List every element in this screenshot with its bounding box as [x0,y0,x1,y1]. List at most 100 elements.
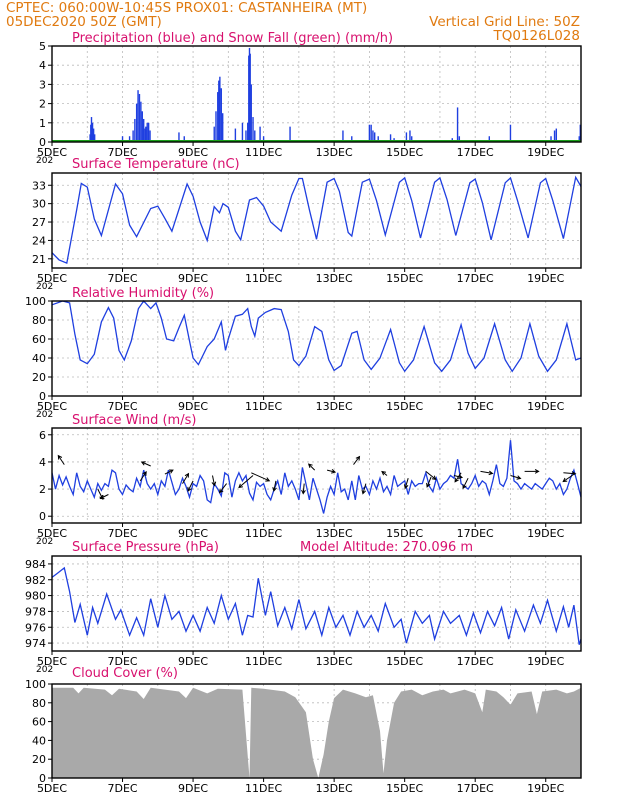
precip-x-tick-label: 19DEC [527,146,564,159]
pressure-y-tick-label: 976 [25,621,46,634]
cloud-cover-x-tick-label: 19DEC [527,782,564,795]
precipitation-bar [488,136,491,142]
temperature-x-tick-label: 11DEC [245,272,282,285]
wind-x-tick-label: 9DEC [178,527,208,540]
precipitation-bar [254,130,256,142]
precipitation-bar [409,130,411,142]
precipitation-bar [553,130,556,142]
precip-frame [51,45,582,143]
precipitation-bar [372,130,374,142]
precipitation-bar [389,134,392,142]
precipitation-bar [141,111,143,142]
wind-direction-arrow [326,469,337,474]
cloud-cover-x-tick-label: 5DEC [37,782,67,795]
wind-direction-arrow [99,494,109,500]
wind-direction-arrow [57,454,65,465]
header-model-code: TQ0126L028 [492,28,580,44]
precipitation-bar [142,118,145,142]
wind-direction-arrow [454,472,462,483]
cloud-cover-area [52,687,581,778]
pressure-y-tick-label: 978 [25,605,46,618]
temperature-y-tick-label: 27 [32,216,46,229]
wind-direction-arrow [510,475,522,480]
wind-direction-arrow [562,475,573,483]
wind-x-tick-label: 17DEC [457,527,494,540]
precipitation-bar [509,124,512,142]
precipitation-bar [405,132,408,142]
wind-direction-arrow [425,471,437,481]
cloud-cover-frame [51,683,582,779]
precipitation-bar [147,122,150,142]
humidity-y-tick-label: 40 [32,352,46,365]
wind-x-tick-label: 19DEC [527,527,564,540]
pressure-title: Surface Pressure (hPa) [72,540,219,555]
temperature-line [51,175,582,264]
precipitation-bar [241,122,244,142]
precipitation-bar [218,80,220,142]
precipitation-bar [555,128,558,142]
precipitation-bar [578,136,580,142]
humidity-x-year-fragment: 202 [36,410,53,420]
precipitation-bar [90,124,92,142]
temperature-x-tick-label: 17DEC [457,272,494,285]
humidity-title: Relative Humidity (%) [72,286,214,301]
temperature-y-tick-label: 33 [32,179,46,192]
cloud-cover-x-tick-label: 9DEC [178,782,208,795]
precipitation-bar [250,84,252,142]
precipitation-bar [342,130,344,142]
cloud-cover-y-tick-label: 40 [32,734,46,747]
precipitation-bar [137,90,139,142]
precipitation-bar [370,124,372,142]
humidity-line [51,299,582,373]
precip-y-tick-label: 3 [39,78,46,91]
precipitation-bar [579,124,581,142]
panel-wind: Surface Wind (m/s) 0 2 4 6 5DEC 7DEC 9DEC 11DEC… [36,413,582,547]
cloud-cover-x-tick-label: 11DEC [245,782,282,795]
pressure-x-year-fragment: 202 [36,665,53,675]
cloud-cover-x-tick-label: 15DEC [386,782,423,795]
wind-title: Surface Wind (m/s) [72,413,196,428]
pressure-x-tick-label: 13DEC [316,655,353,668]
pressure-x-tick-label: 7DEC [107,655,137,668]
precipitation-bar [248,47,251,142]
wind-direction-arrow [164,469,174,475]
humidity-x-tick-label: 5DEC [37,400,67,413]
wind-direction-arrow [426,476,432,488]
precip-x-tick-label: 13DEC [316,146,353,159]
wind-line [51,440,582,514]
precip-y-tick-label: 1 [39,117,46,130]
precipitation-bar [456,107,459,142]
precipitation-bar [289,126,291,142]
precipitation-bar [132,130,134,142]
temperature-y-tick-label: 21 [32,253,46,266]
precipitation-bar [149,130,151,142]
precipitation-bar [248,55,250,142]
wind-direction-arrow [301,483,306,495]
humidity-frame [51,300,582,397]
temperature-x-tick-label: 9DEC [178,272,208,285]
precipitation-bar [144,128,146,142]
humidity-x-tick-label: 11DEC [245,400,282,413]
precipitation-plot: 0 1 2 3 4 5 5DEC 7DEC 9DEC 11DEC 13DEC 15DEC 17DEC 19… [36,40,582,166]
precipitation-bar [213,126,215,142]
pressure-line [51,566,582,645]
precipitation-bar [373,132,376,142]
header: CPTEC: 060:00W-10:45S PROX01: CASTANHEIR… [6,0,580,44]
precipitation-bar [245,130,247,142]
precipitation-bar [220,88,222,142]
precipitation-bar [92,128,95,142]
precipitation-bar [134,118,136,142]
wind-direction-arrow [251,472,271,482]
wind-plot: 0 2 4 6 5DEC 7DEC 9DEC 11DEC 13DEC 15DEC 17DEC 19DE… [36,427,582,547]
panel-cloud-cover: Cloud Cover (%) 0 20 40 60 80 100 5DEC 7DEC 9DEC… [25,666,582,795]
wind-y-tick-label: 2 [39,483,46,496]
humidity-x-tick-label: 15DEC [386,400,423,413]
wind-direction-arrow [563,471,577,476]
precipitation-bar [550,136,552,142]
temperature-title: Surface Temperature (nC) [72,157,240,172]
precipitation-bar [90,117,93,142]
precipitation-bar [351,136,353,142]
precipitation-bar [128,136,131,142]
precipitation-bar [145,126,147,142]
pressure-plot: 974 976 978 980 982 984 5DEC 7DEC 9DEC 11DEC 13DEC… [25,555,582,675]
